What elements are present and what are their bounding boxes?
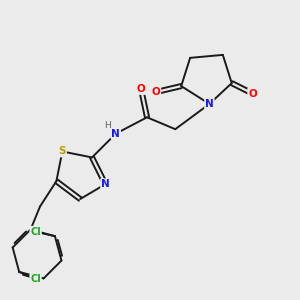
- Text: N: N: [101, 179, 110, 189]
- Text: O: O: [152, 87, 160, 97]
- Text: H: H: [104, 121, 111, 130]
- Text: O: O: [248, 88, 257, 98]
- Text: Cl: Cl: [30, 227, 41, 237]
- Text: O: O: [137, 84, 146, 94]
- Text: S: S: [58, 146, 66, 157]
- Text: Cl: Cl: [30, 274, 41, 284]
- Text: N: N: [205, 99, 214, 109]
- Text: N: N: [111, 129, 120, 139]
